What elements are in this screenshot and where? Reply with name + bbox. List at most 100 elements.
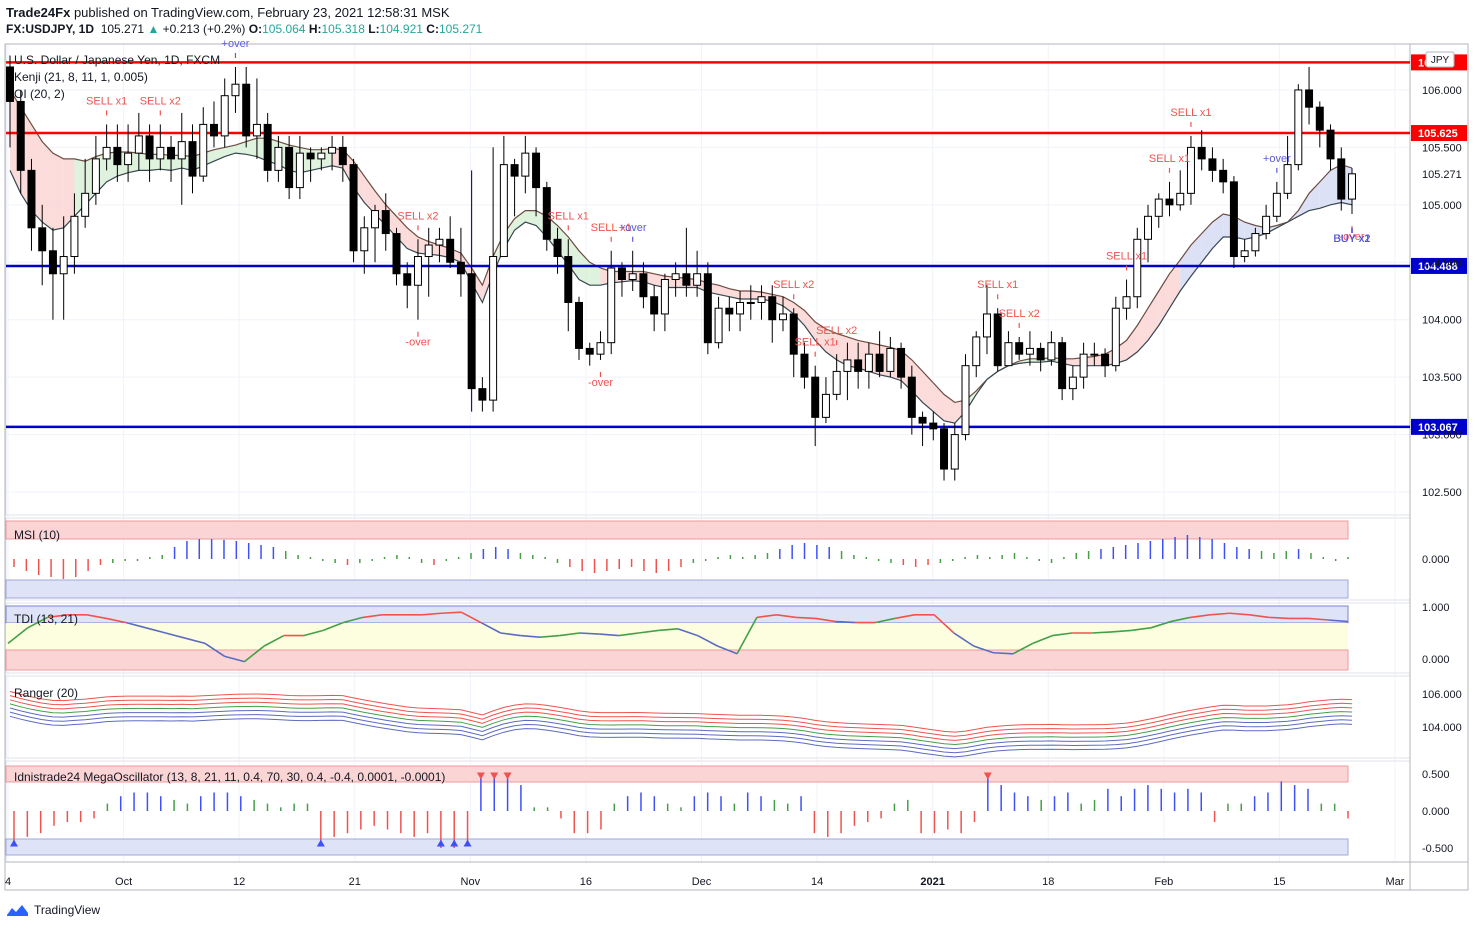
tdi-line-segment — [1170, 616, 1191, 623]
candles — [6, 55, 1356, 481]
candle-body — [134, 135, 143, 154]
candle-body — [1240, 250, 1249, 258]
level-price-tag — [1411, 418, 1467, 435]
tdi-line-segment — [1249, 614, 1270, 619]
band-fill-segment — [407, 227, 418, 254]
candle-body — [446, 238, 455, 263]
candle-body — [907, 376, 916, 418]
tdi-line-segment — [1032, 634, 1053, 645]
tdi-y-tick: 0.000 — [1422, 654, 1450, 666]
band-fill-segment — [589, 262, 601, 286]
candle-body — [467, 273, 476, 390]
x-tick-label: 2021 — [920, 876, 944, 888]
candle-body — [1262, 215, 1271, 235]
mega-upper-zone — [5, 765, 1349, 783]
band-fill-segment — [514, 210, 526, 231]
candle-body — [746, 301, 755, 304]
signal-label: SELL x1 — [1149, 153, 1190, 165]
candle-body — [349, 164, 358, 252]
open-label: O: — [248, 22, 263, 36]
close-value: 105.271 — [438, 22, 483, 36]
publisher-name[interactable]: Trade24Fx — [6, 5, 71, 20]
candle-body — [660, 279, 669, 315]
candle-body — [27, 169, 36, 229]
candle-body — [982, 313, 991, 338]
band-fill-segment — [1137, 308, 1149, 352]
candle-body — [693, 273, 702, 286]
tdi-line-segment — [185, 637, 206, 645]
candle-body — [338, 146, 347, 166]
candle-body — [1015, 342, 1024, 355]
y-tick-label: 103.000 — [1422, 430, 1462, 442]
msi-y-tick: 0.000 — [1422, 554, 1450, 566]
candle-body — [800, 353, 809, 378]
y-tick-label: 105.000 — [1422, 200, 1462, 212]
currency-button[interactable]: JPY — [1425, 51, 1455, 68]
candle-body — [242, 83, 251, 137]
band-fill-segment — [42, 141, 53, 231]
candle-body — [854, 359, 863, 372]
candle-body — [1144, 215, 1153, 240]
price-change: +0.213 (+0.2%) — [162, 22, 246, 36]
band-fill-segment — [793, 302, 805, 326]
band-fill-segment — [1169, 259, 1181, 309]
tdi-line-segment — [1111, 629, 1132, 633]
candle-body — [821, 393, 830, 418]
candle-body — [59, 256, 68, 275]
tdi-line-segment — [145, 627, 166, 634]
tdi-line-segment — [243, 645, 265, 663]
msi-title[interactable]: MSI (10) — [14, 528, 60, 542]
oi-indicator-label[interactable]: OI (20, 2) — [14, 87, 65, 101]
band-fill-segment — [1201, 222, 1213, 263]
candle-body — [1186, 146, 1195, 194]
candle-body — [81, 192, 90, 217]
signal-label: BUY x1 — [1333, 233, 1370, 245]
candle-body — [1305, 89, 1314, 108]
candle-body — [682, 273, 691, 286]
band-fill-segment — [825, 328, 837, 360]
band-fill-segment — [740, 290, 751, 300]
candle-body — [199, 123, 208, 177]
tdi-line-segment — [658, 628, 679, 632]
mega-bottom-marker — [10, 839, 18, 847]
ranger-title[interactable]: Ranger (20) — [14, 686, 78, 700]
tradingview-footer[interactable]: TradingView — [6, 903, 100, 917]
candle-body — [725, 307, 734, 315]
band-fill-segment — [396, 216, 408, 249]
signal-label: SELL x1 — [86, 95, 127, 107]
megaosc-title[interactable]: Idnistrade24 MegaOscillator (13, 8, 21, … — [14, 770, 445, 784]
x-tick-label: Dec — [692, 876, 712, 888]
candle-body — [757, 296, 766, 303]
candle-body — [553, 238, 562, 258]
tdi-line-segment — [500, 632, 521, 637]
tdi-line-segment — [717, 645, 738, 655]
candle-body — [1348, 173, 1356, 200]
candle-body — [1197, 146, 1206, 160]
candle-body — [1315, 106, 1324, 131]
candle-body — [1154, 198, 1163, 217]
candle-body — [811, 376, 820, 418]
tdi-y-tick: 1.000 — [1422, 602, 1450, 614]
signal-label: SELL x1 — [591, 222, 632, 234]
candle-body — [177, 141, 186, 160]
kenji-indicator-label[interactable]: Kenji (21, 8, 11, 1, 0.005) — [14, 70, 148, 84]
signal-label: SELL x2 — [999, 308, 1040, 320]
y-tick-label: 104.000 — [1422, 315, 1462, 327]
grid — [6, 44, 1410, 862]
up-arrow-icon: ▲ — [147, 22, 160, 36]
tdi-title[interactable]: TDI (13, 21) — [14, 612, 78, 626]
candle-body — [167, 146, 176, 160]
low-value: 104.921 — [379, 22, 423, 36]
candle-body — [38, 227, 47, 252]
symbol-name: FX:USDJPY, 1D — [6, 22, 95, 36]
candle-body — [285, 146, 294, 189]
tdi-line-segment — [441, 611, 462, 615]
signal-label: SELL x2 — [773, 279, 814, 291]
x-tick-label: 15 — [1273, 876, 1285, 888]
high-label: H: — [308, 22, 322, 36]
high-value: 105.318 — [321, 22, 365, 36]
candle-body — [1133, 238, 1142, 298]
last-price-axis-label: 105.271 — [1422, 169, 1462, 181]
candle-body — [1176, 192, 1185, 206]
